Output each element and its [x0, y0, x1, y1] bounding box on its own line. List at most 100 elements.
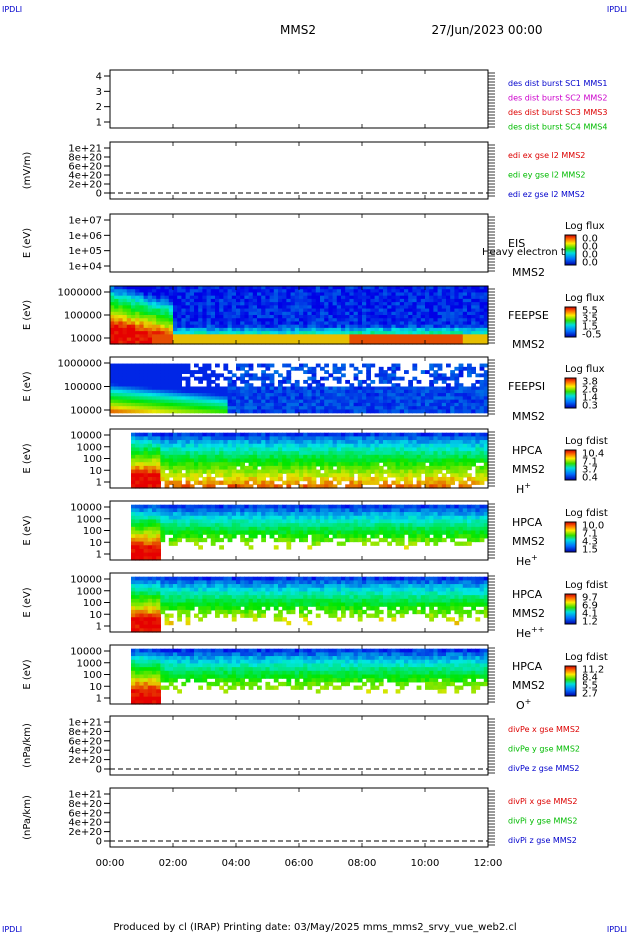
time-tick-label: 10:00 [411, 858, 440, 869]
spacecraft-label: MMS2 [512, 266, 545, 279]
y-tick-label: 1000000 [57, 288, 102, 299]
spectrogram-image [110, 286, 489, 345]
spacecraft-label: MMS2 [512, 607, 545, 620]
y-tick-label: 10000 [70, 575, 102, 586]
panel-frame [109, 141, 489, 200]
spacecraft-label: MMS2 [512, 679, 545, 692]
colorbar-tick-label: 1.2 [582, 617, 598, 628]
instrument-label: FEEPSI [508, 380, 545, 393]
y-axis-label: E (eV) [22, 515, 33, 545]
y-tick-label: 10 [89, 466, 102, 477]
species-label: He++ [516, 625, 544, 640]
y-tick-label: 4e+20 [68, 746, 102, 757]
colorbar-tick-label: 2.6 [582, 385, 598, 396]
spacecraft-label: MMS2 [512, 535, 545, 548]
y-axis-label: E (eV) [22, 371, 33, 401]
y-tick-label: 6e+20 [68, 736, 102, 747]
legend-entry: des dist burst SC3 MMS3 [508, 108, 607, 117]
spectrogram-image [131, 648, 489, 705]
colorbar-tick-label: 0.0 [582, 250, 598, 261]
time-tick-label: 06:00 [285, 858, 314, 869]
y-axis-label: E (eV) [22, 659, 33, 689]
y-tick-label: 1 [96, 118, 102, 129]
y-tick-label: 2e+20 [68, 755, 102, 766]
y-tick-label: 2e+20 [68, 827, 102, 838]
y-tick-label: 10 [89, 538, 102, 549]
colorbar-tick-label: 10.4 [582, 449, 604, 460]
legend-entry: divPe z gse MMS2 [508, 764, 579, 773]
panel-frame [109, 787, 489, 848]
y-tick-label: 100 [83, 454, 102, 465]
colorbar-tick-label: 3.8 [582, 377, 598, 388]
colorbar-tick-label: 10.0 [582, 521, 604, 532]
y-axis-label: E (eV) [22, 300, 33, 330]
colorbar [564, 521, 577, 553]
corner-label-bl: IPDLI [2, 925, 22, 934]
y-tick-label: 100 [83, 526, 102, 537]
y-tick-label: 10000 [70, 647, 102, 658]
mission-title: MMS2 [280, 23, 316, 37]
colorbar-tick-label: 11.2 [582, 665, 604, 676]
y-axis-label: E (eV) [22, 443, 33, 473]
colorbar [564, 234, 577, 266]
colorbar-tick-label: 4.3 [582, 537, 598, 548]
y-tick-label: 1000 [77, 586, 102, 597]
panel-frame [109, 69, 489, 129]
instrument-label: HPCA [512, 588, 543, 601]
species-label: H+ [516, 481, 531, 496]
y-tick-label: 0 [96, 765, 102, 776]
colorbar-tick-label: -0.5 [582, 330, 602, 341]
time-tick-label: 04:00 [222, 858, 251, 869]
colorbar-tick-label: 2.7 [582, 689, 598, 700]
y-axis-label: (nPa/km) [22, 795, 33, 840]
colorbar-tick-label: 8.4 [582, 673, 598, 684]
feeps-electron-panel: 1000000 100000 10000 E (eV) FEEPSE MMS2 Log fl… [22, 285, 605, 351]
instrument-label: HPCA [512, 660, 543, 673]
legend-entry: divPe y gse MMS2 [508, 745, 580, 754]
colorbar [564, 449, 577, 481]
panel-frame [109, 213, 489, 273]
y-tick-label: 100 [83, 670, 102, 681]
y-axis-label: (nPa/km) [22, 723, 33, 768]
legend-entry: divPi y gse MMS2 [508, 817, 577, 826]
colorbar-title: Log fdist [565, 580, 608, 591]
colorbar [564, 665, 577, 697]
des-dist-burst-panel: 4 3 2 1 des dist burst SC1 MMS1 des dist burs… [96, 69, 607, 132]
legend-entry: divPe x gse MMS2 [508, 725, 580, 734]
corner-label-tl: IPDLI [2, 5, 22, 14]
y-tick-label: 8e+20 [68, 727, 102, 738]
spacecraft-label: MMS2 [512, 338, 545, 351]
date-title: 27/Jun/2023 00:00 [431, 23, 542, 37]
y-tick-label: 10000 [70, 334, 102, 345]
time-tick-label: 02:00 [159, 858, 188, 869]
y-tick-label: 3 [96, 87, 102, 98]
colorbar-tick-label: 9.7 [582, 593, 598, 604]
colorbar-title: Log flux [565, 364, 605, 375]
colorbar-title: Log flux [565, 221, 605, 232]
y-tick-label: 0 [96, 837, 102, 848]
y-tick-label: 1e+21 [68, 718, 102, 729]
colorbar-tick-label: 7.1 [582, 529, 598, 540]
y-tick-label: 4e+20 [68, 818, 102, 829]
legend-entry: des dist burst SC4 MMS4 [508, 123, 607, 132]
colorbar-tick-label: 3.7 [582, 465, 598, 476]
colorbar-tick-label: 7.1 [582, 457, 598, 468]
spectrogram-image [110, 363, 489, 414]
y-tick-label: 2 [96, 102, 102, 113]
colorbar-tick-label: 0.4 [582, 473, 598, 484]
y-tick-label: 1 [96, 550, 102, 561]
legend-entry: edi ey gse l2 MMS2 [508, 171, 586, 180]
time-axis: 00:00 02:00 04:00 06:00 08:00 10:00 12:00 [96, 858, 503, 869]
y-tick-label: 10000 [70, 406, 102, 417]
instrument-label: EIS [508, 237, 525, 250]
y-tick-label: 1000 [77, 658, 102, 669]
spectrogram-image [131, 576, 489, 633]
charge-label: ++ [531, 625, 544, 634]
colorbar-tick-label: 4.1 [582, 609, 598, 620]
colorbar-title: Log fdist [565, 652, 608, 663]
y-tick-label: 1000 [77, 514, 102, 525]
y-tick-label: 10000 [70, 431, 102, 442]
